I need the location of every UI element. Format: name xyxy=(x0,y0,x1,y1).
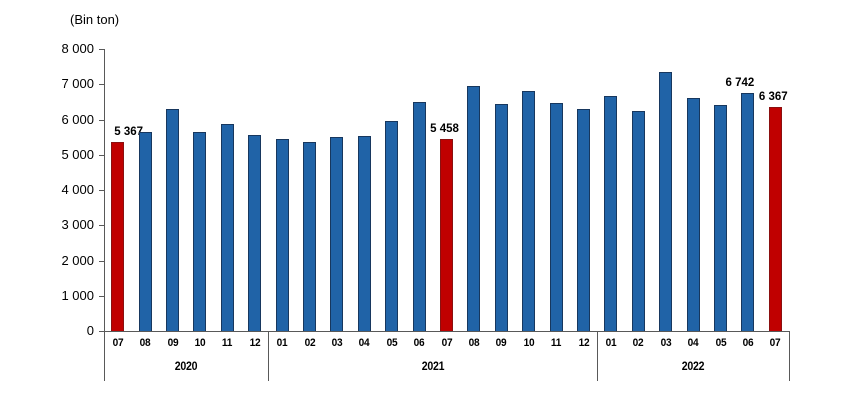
x-tick-label-2022-04: 04 xyxy=(687,337,699,349)
y-axis-line xyxy=(104,49,105,331)
x-tick-label-2020-08: 08 xyxy=(139,337,151,349)
x-tick-label-2021-01: 01 xyxy=(276,337,288,349)
bar-2022-07 xyxy=(768,106,782,331)
bar-2022-01 xyxy=(604,95,618,331)
y-axis-tick-label: 1 000 xyxy=(61,287,94,303)
bar-2022-03 xyxy=(659,71,673,331)
y-axis-tick xyxy=(99,331,104,332)
bar-value-label: 5 367 xyxy=(114,125,144,138)
x-tick-label-2021-07: 07 xyxy=(441,337,452,349)
x-tick-label-2020-07: 07 xyxy=(112,337,124,349)
y-axis-tick xyxy=(99,225,104,227)
y-axis-tick-label: 8 000 xyxy=(61,41,94,56)
year-label-2022: 2022 xyxy=(681,361,705,373)
bar-2020-08 xyxy=(138,131,152,331)
bar-value-label: 6 367 xyxy=(758,90,788,103)
x-tick-label-2021-03: 03 xyxy=(331,337,343,349)
x-tick-label-2020-11: 11 xyxy=(222,337,233,349)
bar-2020-09 xyxy=(166,108,179,331)
bar-2022-04 xyxy=(686,98,700,331)
bar-2021-10 xyxy=(522,91,536,331)
x-tick-label-2021-12: 12 xyxy=(578,337,589,349)
y-axis-tick-label: 4 000 xyxy=(61,182,94,197)
y-axis-tick-label: 3 000 xyxy=(61,217,94,233)
bar-2020-07 xyxy=(111,141,125,331)
bar-value-label: 5 458 xyxy=(430,122,459,135)
x-tick-label-2021-08: 08 xyxy=(468,337,480,349)
bar-2021-03 xyxy=(330,137,344,331)
x-tick-label-2021-04: 04 xyxy=(358,337,370,349)
bar-value-label: 6 742 xyxy=(725,77,755,90)
bar-2021-12 xyxy=(577,109,590,331)
x-tick-label-2021-09: 09 xyxy=(495,337,507,349)
bar-2020-11 xyxy=(220,124,234,331)
bar-2021-01 xyxy=(275,138,289,331)
y-axis-tick-label: 6 000 xyxy=(61,111,94,127)
bar-2021-02 xyxy=(303,142,316,331)
x-tick-label-2022-07: 07 xyxy=(769,337,781,349)
y-axis-tick-label: 5 000 xyxy=(61,146,94,162)
bar-2022-06 xyxy=(741,93,755,331)
year-label-2020: 2020 xyxy=(174,361,198,373)
axis-unit-label: (Bin ton) xyxy=(70,12,120,27)
y-axis-tick xyxy=(99,154,104,156)
bar-2021-07 xyxy=(440,138,453,331)
x-tick-label-2020-09: 09 xyxy=(167,337,178,349)
x-tick-label-2022-01: 01 xyxy=(605,337,617,349)
y-axis-tick xyxy=(99,260,104,262)
bar-2021-06 xyxy=(412,101,426,331)
bar-2021-11 xyxy=(549,103,563,331)
x-tick-label-2020-10: 10 xyxy=(194,337,206,349)
x-tick-label-2022-06: 06 xyxy=(742,337,754,349)
bar-2021-05 xyxy=(385,121,399,331)
bar-2022-05 xyxy=(714,105,727,331)
y-axis-tick xyxy=(99,295,104,297)
x-tick-label-2021-11: 11 xyxy=(551,337,562,349)
y-axis-tick-label: 2 000 xyxy=(61,252,94,268)
x-tick-label-2021-06: 06 xyxy=(413,337,425,349)
x-tick-label-2021-05: 05 xyxy=(386,337,398,349)
bar-2020-10 xyxy=(193,131,207,331)
year-label-2021: 2021 xyxy=(421,361,445,373)
x-tick-label-2022-03: 03 xyxy=(660,337,672,349)
y-axis-tick-label: 7 000 xyxy=(61,76,94,92)
year-separator xyxy=(104,331,105,381)
bar-2021-08 xyxy=(467,86,481,331)
year-separator xyxy=(268,331,270,381)
y-axis-tick xyxy=(99,190,104,191)
bar-2022-02 xyxy=(631,111,645,331)
year-separator xyxy=(789,331,790,381)
x-tick-label-2020-12: 12 xyxy=(249,337,261,349)
y-axis-tick xyxy=(99,49,104,50)
x-tick-label-2022-02: 02 xyxy=(632,337,644,349)
year-separator xyxy=(597,331,599,381)
bar-2020-12 xyxy=(248,135,262,331)
x-tick-label-2021-10: 10 xyxy=(523,337,535,349)
x-tick-label-2022-05: 05 xyxy=(715,337,726,349)
y-axis-tick xyxy=(99,84,104,86)
y-axis-tick-label: 0 xyxy=(86,323,94,338)
y-axis-tick xyxy=(99,119,104,121)
x-tick-label-2021-02: 02 xyxy=(304,337,315,349)
bar-2021-04 xyxy=(357,136,371,331)
x-axis-line xyxy=(104,331,790,332)
bar-2021-09 xyxy=(494,104,508,331)
